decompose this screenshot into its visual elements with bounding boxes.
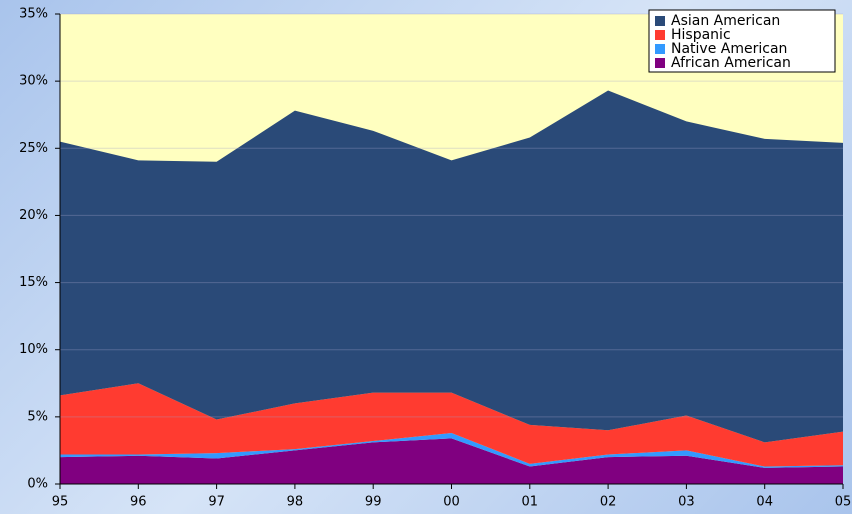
legend-label: Native American — [671, 41, 787, 57]
y-tick-label: 5% — [27, 409, 48, 424]
legend-swatch — [655, 44, 665, 54]
x-tick-label: 03 — [678, 495, 695, 510]
x-tick-label: 99 — [365, 495, 382, 510]
y-tick-label: 0% — [27, 477, 48, 492]
legend-label: African American — [671, 55, 791, 71]
y-tick-label: 35% — [19, 7, 48, 22]
x-tick-label: 02 — [600, 495, 617, 510]
y-tick-label: 15% — [19, 275, 48, 290]
area — [60, 90, 843, 443]
y-tick-label: 30% — [19, 74, 48, 89]
y-tick-label: 25% — [19, 141, 48, 156]
x-tick-label: 05 — [835, 495, 852, 510]
y-tick-label: 10% — [19, 342, 48, 357]
legend-swatch — [655, 58, 665, 68]
y-tick-label: 20% — [19, 208, 48, 223]
legend-swatch — [655, 30, 665, 40]
legend-label: Hispanic — [671, 27, 731, 43]
legend-label: Asian American — [671, 13, 780, 29]
legend-swatch — [655, 16, 665, 26]
legend-box — [648, 9, 836, 73]
area — [60, 438, 843, 484]
x-tick-label: 98 — [287, 495, 304, 510]
x-tick-label: 96 — [130, 495, 147, 510]
area — [60, 432, 843, 468]
area — [60, 383, 843, 467]
x-tick-label: 01 — [522, 495, 539, 510]
x-tick-label: 04 — [756, 495, 773, 510]
x-tick-label: 97 — [208, 495, 225, 510]
x-tick-label: 00 — [443, 495, 460, 510]
x-tick-label: 95 — [52, 495, 69, 510]
